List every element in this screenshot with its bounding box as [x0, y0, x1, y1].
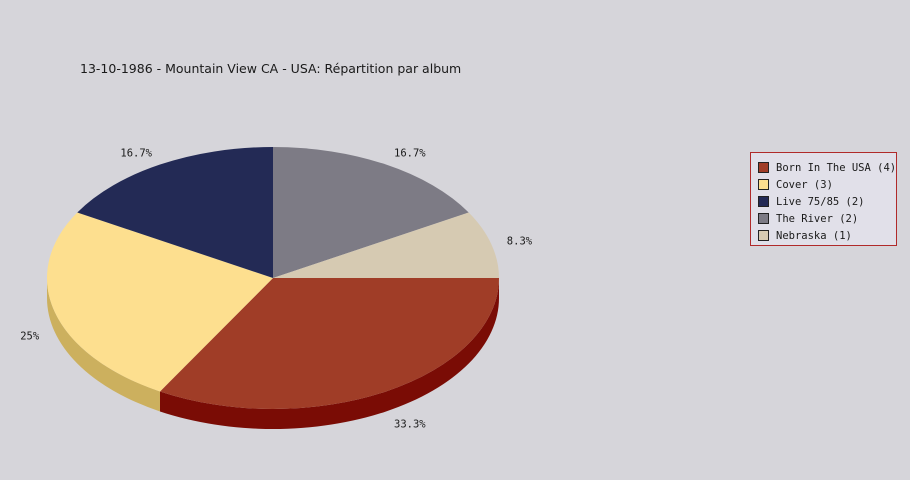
- legend-item: Born In The USA (4): [758, 159, 896, 176]
- legend-swatch: [758, 230, 769, 241]
- legend-label: The River (2): [776, 212, 859, 225]
- pie-percent-label: 16.7%: [120, 147, 152, 159]
- pie-slice: [160, 278, 499, 410]
- chart-title: 13-10-1986 - Mountain View CA - USA: Rép…: [80, 61, 462, 76]
- legend-swatch: [758, 196, 769, 207]
- pie-slice: [273, 212, 499, 278]
- pie-percent-label: 8.3%: [507, 236, 533, 248]
- legend-item: Nebraska (1): [758, 227, 896, 244]
- pie-slice: [46, 212, 273, 392]
- pie-percent-label: 16.7%: [394, 147, 426, 159]
- legend-label: Live 75/85 (2): [776, 195, 865, 208]
- legend-swatch: [758, 213, 769, 224]
- legend-item: The River (2): [758, 210, 896, 227]
- chart-legend: Born In The USA (4) Cover (3) Live 75/85…: [750, 152, 897, 246]
- legend-swatch: [758, 162, 769, 173]
- legend-label: Nebraska (1): [776, 229, 852, 242]
- pie-percent-label: 25%: [20, 331, 40, 343]
- legend-item: Live 75/85 (2): [758, 193, 896, 210]
- pie-slice-side: [160, 278, 499, 429]
- legend-item: Cover (3): [758, 176, 896, 193]
- legend-label: Born In The USA (4): [776, 161, 897, 174]
- pie-slice: [77, 147, 273, 278]
- pie-slice: [273, 147, 469, 278]
- legend-swatch: [758, 179, 769, 190]
- pie-slice-side: [47, 278, 160, 412]
- pie-percent-label: 33.3%: [394, 419, 426, 431]
- legend-label: Cover (3): [776, 178, 833, 191]
